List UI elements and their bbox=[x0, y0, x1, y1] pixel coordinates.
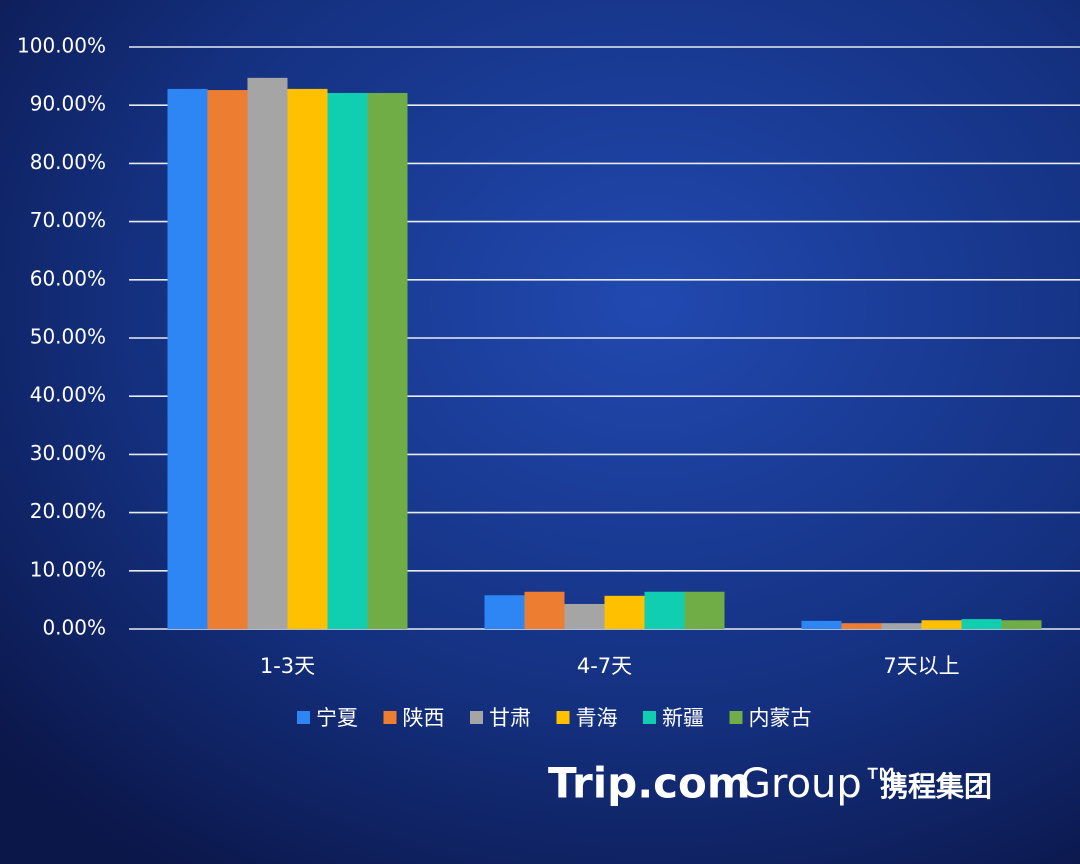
x-tick-label: 1-3天 bbox=[260, 654, 315, 678]
y-tick-label: 0.00% bbox=[42, 616, 106, 640]
legend-swatch bbox=[729, 711, 743, 724]
bar bbox=[247, 77, 288, 629]
bar bbox=[644, 591, 685, 629]
legend-label: 宁夏 bbox=[316, 706, 358, 730]
bar bbox=[484, 595, 525, 629]
y-tick-label: 100.00% bbox=[17, 34, 106, 58]
bar bbox=[207, 90, 248, 630]
legend-label: 青海 bbox=[576, 706, 618, 730]
legend-label: 陕西 bbox=[403, 706, 445, 730]
bar bbox=[1001, 620, 1042, 629]
bar bbox=[367, 92, 408, 629]
bar bbox=[287, 88, 328, 630]
legend-swatch bbox=[383, 711, 397, 724]
legend-swatch bbox=[643, 711, 656, 724]
legend-label: 甘肃 bbox=[489, 706, 531, 730]
bar bbox=[524, 591, 565, 629]
bar bbox=[684, 591, 725, 629]
y-tick-label: 30.00% bbox=[30, 441, 106, 465]
y-tick-label: 40.00% bbox=[30, 383, 106, 407]
bar bbox=[564, 603, 605, 629]
y-tick-label: 10.00% bbox=[30, 557, 106, 581]
legend-swatch bbox=[556, 711, 570, 724]
y-tick-label: 60.00% bbox=[30, 266, 106, 290]
y-tick-label: 20.00% bbox=[30, 499, 106, 523]
legend-swatch bbox=[297, 711, 310, 724]
y-tick-label: 90.00% bbox=[30, 92, 106, 116]
plot-area: 0.00% 10.00% 20.00% 30.00% 40.00% 50.00% 60.00… bbox=[17, 34, 1080, 730]
y-tick-label: 70.00% bbox=[30, 208, 106, 232]
bar bbox=[961, 619, 1002, 629]
logo-cn: 携程集团 bbox=[880, 770, 992, 803]
x-tick-label: 7天以上 bbox=[883, 654, 959, 678]
logo-name: Trip.com bbox=[548, 759, 751, 808]
bar bbox=[841, 623, 882, 629]
bar bbox=[167, 88, 208, 630]
legend-label: 新疆 bbox=[662, 706, 704, 730]
bar bbox=[881, 623, 922, 629]
legend-swatch bbox=[470, 711, 483, 724]
bar bbox=[921, 620, 962, 629]
bar bbox=[604, 595, 645, 629]
y-tick-label: 80.00% bbox=[30, 150, 106, 174]
legend-label: 内蒙古 bbox=[749, 706, 812, 730]
y-tick-label: 50.00% bbox=[30, 325, 106, 349]
bar bbox=[327, 92, 368, 629]
logo-group: Group™ bbox=[740, 761, 902, 807]
x-tick-label: 4-7天 bbox=[577, 654, 632, 678]
bar bbox=[801, 620, 842, 629]
